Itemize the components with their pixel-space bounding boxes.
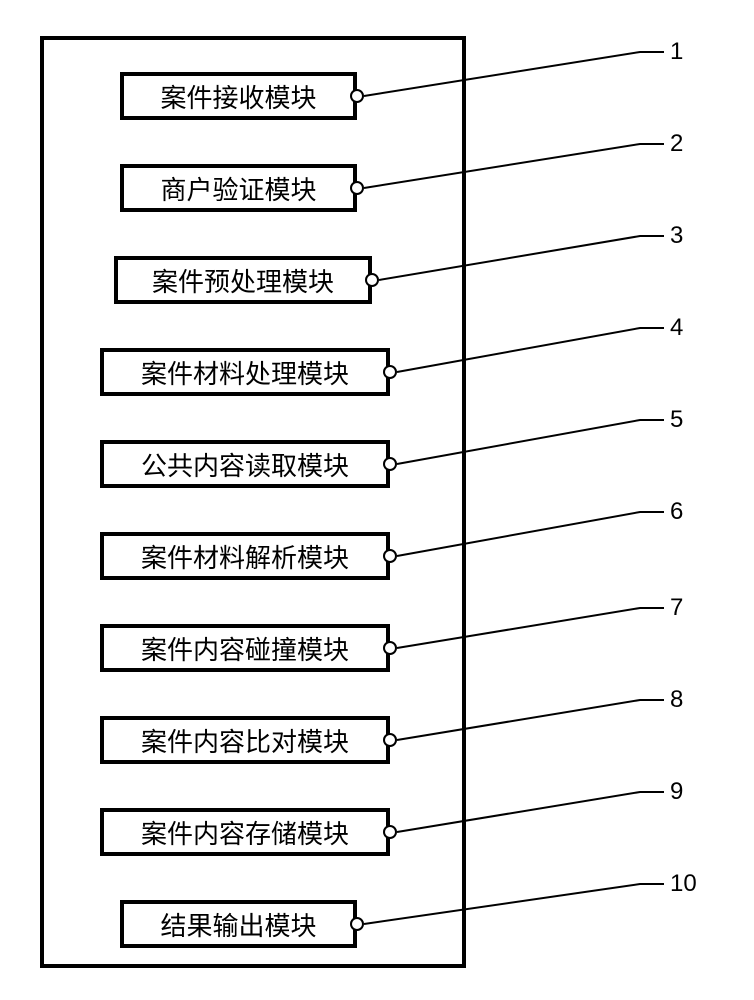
module-box-4: 案件材料处理模块 [100,348,390,396]
module-label: 案件接收模块 [160,78,316,115]
module-label: 结果输出模块 [160,906,316,943]
module-box-10: 结果输出模块 [120,900,357,948]
module-label: 案件内容存储模块 [141,814,349,851]
module-box-6: 案件材料解析模块 [100,532,390,580]
callout-number-3: 3 [670,222,683,250]
connector-dot-10 [350,917,364,931]
module-box-2: 商户验证模块 [120,164,357,212]
callout-number-8: 8 [670,686,683,714]
module-label: 案件材料处理模块 [141,354,349,391]
callout-number-7: 7 [670,594,683,622]
callout-number-10: 10 [670,870,697,898]
module-label: 商户验证模块 [160,170,316,207]
connector-dot-6 [383,549,397,563]
callout-number-4: 4 [670,314,683,342]
module-box-9: 案件内容存储模块 [100,808,390,856]
module-box-1: 案件接收模块 [120,72,357,120]
connector-dot-8 [383,733,397,747]
connector-dot-2 [350,181,364,195]
module-label: 案件内容比对模块 [141,722,349,759]
connector-dot-4 [383,365,397,379]
connector-dot-9 [383,825,397,839]
connector-dot-1 [350,89,364,103]
module-box-3: 案件预处理模块 [114,256,372,304]
module-box-8: 案件内容比对模块 [100,716,390,764]
module-label: 公共内容读取模块 [141,446,349,483]
connector-dot-3 [365,273,379,287]
callout-number-1: 1 [670,38,683,66]
module-box-7: 案件内容碰撞模块 [100,624,390,672]
callout-number-6: 6 [670,498,683,526]
module-label: 案件预处理模块 [152,262,334,299]
module-label: 案件材料解析模块 [141,538,349,575]
module-box-5: 公共内容读取模块 [100,440,390,488]
module-label: 案件内容碰撞模块 [141,630,349,667]
callout-number-5: 5 [670,406,683,434]
callout-number-9: 9 [670,778,683,806]
callout-number-2: 2 [670,130,683,158]
connector-dot-7 [383,641,397,655]
connector-dot-5 [383,457,397,471]
